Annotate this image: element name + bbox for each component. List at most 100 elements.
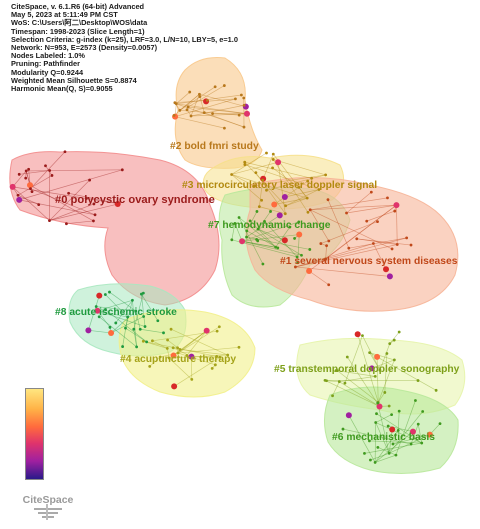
network-node [237, 345, 241, 349]
network-edge [264, 221, 298, 258]
network-node [178, 108, 182, 112]
network-node [331, 394, 334, 398]
network-edge [259, 180, 264, 207]
network-edge [191, 113, 248, 117]
network-edge [332, 381, 340, 396]
network-edge [19, 199, 96, 216]
network-node [198, 95, 202, 98]
network-node [256, 227, 260, 231]
network-node [378, 368, 382, 372]
network-node [409, 428, 416, 435]
network-edge [199, 93, 246, 108]
network-edge [295, 259, 326, 268]
network-edge [310, 209, 393, 250]
network-node [397, 330, 401, 334]
network-edge [140, 328, 164, 334]
network-node [132, 327, 136, 331]
network-edge [105, 294, 128, 318]
network-node [297, 220, 301, 224]
network-edge [308, 204, 397, 272]
network-node [9, 183, 16, 190]
network-edge [297, 234, 300, 263]
network-node [205, 98, 209, 102]
network-edge [97, 310, 111, 328]
network-node [300, 253, 303, 257]
network-edge [388, 411, 423, 454]
network-edge [141, 293, 159, 321]
network-node [222, 84, 226, 87]
network-edge [325, 237, 407, 260]
network-node [233, 222, 237, 225]
network-edge [17, 175, 53, 196]
cluster-label-c7: #7 hemodynamic change [208, 220, 331, 231]
network-edge [97, 310, 146, 327]
network-edge [231, 174, 308, 199]
info-line: Harmonic Mean(Q, S)=0.9055 [11, 84, 113, 94]
network-node [414, 399, 417, 402]
network-edge [187, 85, 225, 108]
network-edge [12, 186, 50, 221]
network-edge [96, 306, 136, 312]
network-node [230, 238, 234, 242]
network-node [275, 159, 282, 166]
network-node [327, 239, 331, 243]
cluster-hull-c4 [118, 309, 256, 398]
network-node [245, 235, 248, 239]
network-edge [191, 356, 220, 358]
network-edge [246, 230, 278, 249]
network-edge [88, 329, 112, 334]
network-node [308, 248, 312, 251]
info-line: WoS: C:\Users\阿二\Desktop\WOS\data [11, 18, 148, 28]
network-node [27, 182, 34, 189]
network-edge [369, 440, 422, 444]
network-edge [109, 291, 136, 312]
network-edge [168, 357, 193, 380]
network-node [421, 410, 425, 413]
cluster-label-c1: #1 several nervous system diseases [280, 256, 458, 267]
cluster-label-c2: #2 bold fmri study [170, 141, 259, 152]
network-edge [88, 295, 100, 331]
network-node [142, 315, 146, 318]
network-edge [348, 415, 376, 463]
network-edge [141, 294, 146, 327]
network-node [172, 113, 176, 117]
network-edge [266, 174, 326, 191]
network-node [341, 427, 345, 431]
logo-graphic [34, 504, 62, 520]
network-edge [242, 240, 276, 248]
network-edge [133, 329, 137, 347]
network-node [65, 222, 68, 226]
network-edge [12, 170, 27, 188]
network-node [416, 422, 420, 426]
network-node [254, 171, 258, 175]
network-node [281, 193, 288, 200]
network-edge [375, 414, 392, 423]
network-node [325, 244, 328, 248]
network-node [218, 355, 222, 359]
network-edge [375, 454, 397, 463]
network-edge [179, 109, 240, 116]
network-node [120, 168, 124, 172]
network-edge [238, 217, 264, 265]
network-node [345, 355, 349, 359]
network-node [252, 184, 256, 188]
network-edge [371, 359, 395, 369]
network-node [93, 213, 97, 217]
network-node [281, 237, 288, 244]
network-edge [344, 335, 363, 384]
network-node [114, 321, 118, 325]
network-edge [295, 243, 374, 268]
network-node [387, 404, 391, 408]
network-edge [234, 223, 243, 242]
network-node [170, 352, 177, 359]
network-node [369, 190, 373, 194]
info-line: Network: N=953, E=2573 (Density=0.0057) [11, 43, 158, 53]
network-node [293, 237, 296, 240]
network-node [85, 327, 92, 334]
network-edge [348, 237, 407, 249]
network-node [383, 266, 390, 273]
network-node [389, 426, 396, 433]
cluster-label-c6: #6 mechanistic basis [332, 432, 435, 443]
network-edge [177, 346, 240, 354]
network-node [296, 261, 300, 265]
